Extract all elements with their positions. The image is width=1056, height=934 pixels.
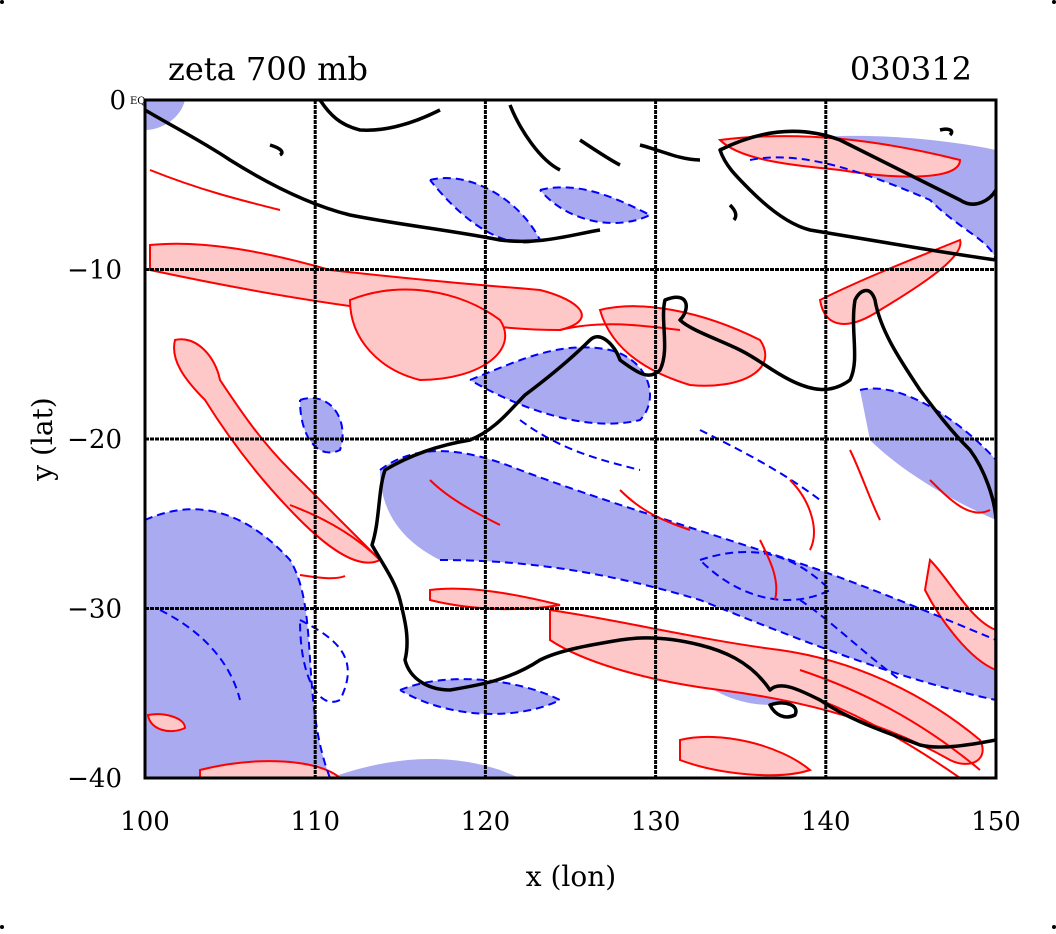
y-tick-label: −10 bbox=[67, 256, 122, 286]
corner-dot bbox=[1052, 925, 1056, 929]
corner-dot bbox=[1052, 0, 1056, 4]
y-tick-label: −20 bbox=[67, 425, 122, 455]
y-axis-label: y (lat) bbox=[26, 397, 59, 481]
corner-dot bbox=[0, 925, 4, 929]
y-tick-label: 0 bbox=[109, 86, 126, 116]
y-tick-label: −40 bbox=[67, 764, 122, 794]
x-axis-label: x (lon) bbox=[526, 860, 616, 893]
negative-vorticity-contours bbox=[145, 156, 996, 778]
y-tick-label: −30 bbox=[67, 595, 122, 625]
x-tick-label: 150 bbox=[971, 807, 1021, 837]
coastline bbox=[145, 100, 996, 749]
title-right: 030312 bbox=[850, 50, 972, 88]
corner-dot bbox=[0, 0, 4, 4]
x-tick-label: 120 bbox=[461, 807, 511, 837]
positive-vorticity-contours bbox=[149, 169, 991, 778]
x-tick-label: 130 bbox=[631, 807, 681, 837]
x-tick-labels: 100 110 120 130 140 150 bbox=[120, 807, 1021, 837]
x-tick-label: 100 bbox=[120, 807, 170, 837]
plot-area bbox=[145, 100, 996, 778]
x-tick-label: 110 bbox=[290, 807, 340, 837]
title-left: zeta 700 mb bbox=[168, 50, 368, 88]
y-tick-labels: 0 −10 −20 −30 −40 bbox=[67, 86, 126, 794]
plot-frame bbox=[143, 98, 998, 780]
gridlines bbox=[145, 100, 996, 778]
x-tick-label: 140 bbox=[801, 807, 851, 837]
equator-label: EQ bbox=[130, 96, 146, 107]
